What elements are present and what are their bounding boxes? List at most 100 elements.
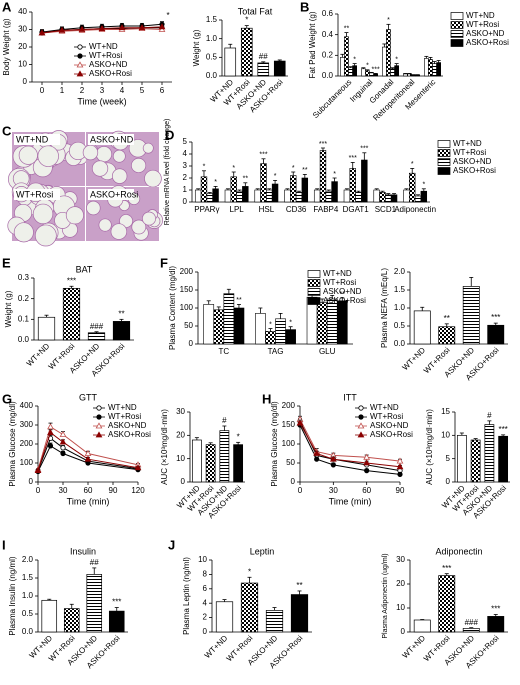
bar <box>326 298 338 345</box>
label-box <box>88 189 134 200</box>
y-tick-label: 4 <box>183 149 188 158</box>
x-tick-label: 120 <box>131 486 145 495</box>
y-tick-label: 1.5 <box>394 285 406 294</box>
bar <box>240 27 253 77</box>
x-tick-label: 30 <box>329 486 338 495</box>
point <box>59 438 67 445</box>
legend-swatch <box>437 140 451 148</box>
chart-title: BAT <box>76 264 93 274</box>
bar <box>349 168 356 203</box>
legend-label: ASKO+ND <box>370 421 409 430</box>
bar <box>86 574 103 633</box>
bar <box>336 300 348 345</box>
x-tick-label: Subcutaneous <box>311 78 354 121</box>
point <box>364 467 370 474</box>
bar <box>284 189 291 203</box>
legend-label: WT+Rosi <box>89 51 122 60</box>
bar <box>361 159 368 203</box>
significance: ** <box>340 291 346 298</box>
chart-title: GTT <box>79 392 97 402</box>
point <box>38 29 46 36</box>
bar <box>438 575 456 633</box>
x-axis-label: Time (week) <box>77 96 126 106</box>
bar <box>266 189 273 203</box>
bar <box>290 594 309 633</box>
adipocyte <box>65 206 84 225</box>
legend-label: WT+ND <box>466 11 495 20</box>
significance: * <box>214 179 217 186</box>
significance: ## <box>90 558 99 567</box>
x-tick-label: HSL <box>259 205 275 214</box>
y-axis-label: Plasma Glucose (mg/dl) <box>270 401 279 487</box>
bar <box>108 610 125 633</box>
significance: *** <box>259 152 267 159</box>
y-tick-label: 5 <box>446 454 451 463</box>
y-tick-label: 400 <box>20 401 34 410</box>
y-tick-label: 200 <box>180 267 194 276</box>
panel-label: F <box>160 255 168 270</box>
y-tick-label: 0.5 <box>394 321 406 330</box>
legend-label: WT+ND <box>89 42 118 51</box>
y-tick-label: 5 <box>183 137 188 146</box>
point <box>59 430 67 437</box>
y-tick-label: 20 <box>176 430 185 439</box>
adipocyte <box>95 146 113 163</box>
point <box>96 414 102 420</box>
legend-swatch <box>307 270 321 278</box>
y-tick-label: 0.5 <box>206 52 218 61</box>
bar <box>379 192 386 203</box>
legend-swatch <box>450 39 464 47</box>
panel-label: I <box>2 537 6 552</box>
y-tick-label: 150 <box>180 285 194 294</box>
significance: *** <box>349 155 357 162</box>
significance: * <box>333 171 336 178</box>
legend-label: ASKO+ND <box>108 421 147 430</box>
significance: ** <box>236 297 242 304</box>
y-tick-label: 10 <box>18 60 27 69</box>
y-tick-label: 10 <box>441 430 450 439</box>
bar <box>438 326 456 345</box>
bar <box>413 310 431 345</box>
significance: * <box>395 56 398 63</box>
significance: * <box>166 11 169 20</box>
significance: * <box>269 321 272 328</box>
y-axis-label: Relative mRNA level (fold change) <box>164 119 171 226</box>
x-tick-label: 6 <box>160 86 165 95</box>
point <box>84 455 92 462</box>
x-tick-label: 3 <box>100 86 105 95</box>
bar <box>313 189 321 203</box>
chart-title: Leptin <box>250 546 275 556</box>
bar <box>382 46 387 77</box>
x-tick-label: 30 <box>59 486 68 495</box>
panel-label: J <box>168 537 175 552</box>
y-tick-label: 0 <box>446 477 451 486</box>
bar <box>411 74 416 77</box>
bar <box>344 36 349 77</box>
adipocyte <box>112 149 126 163</box>
bar <box>436 62 441 77</box>
significance: *** <box>372 66 380 73</box>
bar <box>361 68 366 77</box>
significance: *** <box>491 313 500 322</box>
tile-label: WT+ND <box>16 134 49 144</box>
legend-swatch <box>437 149 451 157</box>
y-axis-label: Weight (g) <box>192 29 201 66</box>
bar <box>233 444 244 483</box>
bar <box>413 619 431 633</box>
point <box>396 463 404 470</box>
panel-label: A <box>2 0 12 14</box>
significance: * <box>422 182 425 189</box>
panel-label: E <box>2 255 11 270</box>
adipocyte <box>91 160 109 177</box>
point <box>47 443 54 449</box>
adipocyte <box>34 224 57 247</box>
legend-label: ASKO+ND <box>466 29 505 38</box>
x-tick-label: 5 <box>140 86 145 95</box>
panel-label: G <box>2 391 12 406</box>
adipocyte <box>142 211 156 226</box>
bar <box>271 183 279 203</box>
y-tick-label: 200 <box>20 439 34 448</box>
significance: # <box>487 411 492 420</box>
bar <box>414 195 422 203</box>
